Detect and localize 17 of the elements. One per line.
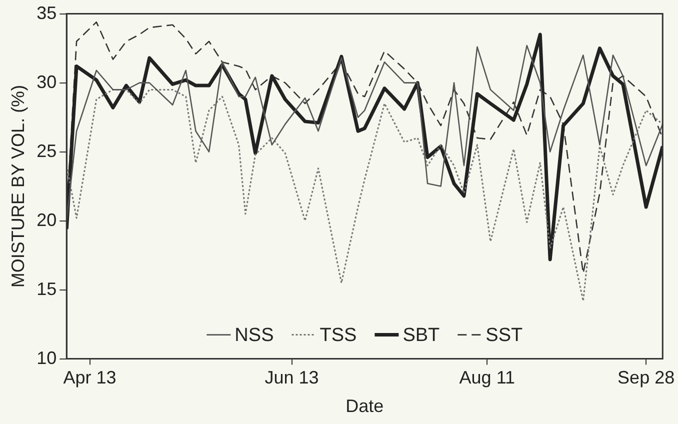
y-axis-title: MOISTURE BY VOL. (%) (8, 84, 28, 288)
y-tick-label: 10 (36, 348, 57, 368)
x-axis-title: Date (346, 396, 384, 416)
x-tick-label: Apr 13 (63, 368, 116, 388)
legend-label: SBT (402, 325, 440, 346)
y-tick-label: 30 (36, 72, 57, 92)
x-tick-label: Sep 28 (618, 368, 675, 388)
y-tick-label: 15 (36, 278, 57, 299)
legend-label: SST (486, 325, 523, 346)
legend-label: TSS (320, 325, 357, 346)
line-series (66, 88, 663, 302)
y-tick-label: 20 (36, 210, 57, 230)
x-tick-label: Aug 11 (459, 368, 516, 388)
y-tick-label: 35 (36, 2, 57, 23)
x-tick-label: Jun 13 (264, 368, 319, 388)
y-tick-label: 25 (36, 140, 57, 161)
legend-label: NSS (234, 325, 274, 346)
